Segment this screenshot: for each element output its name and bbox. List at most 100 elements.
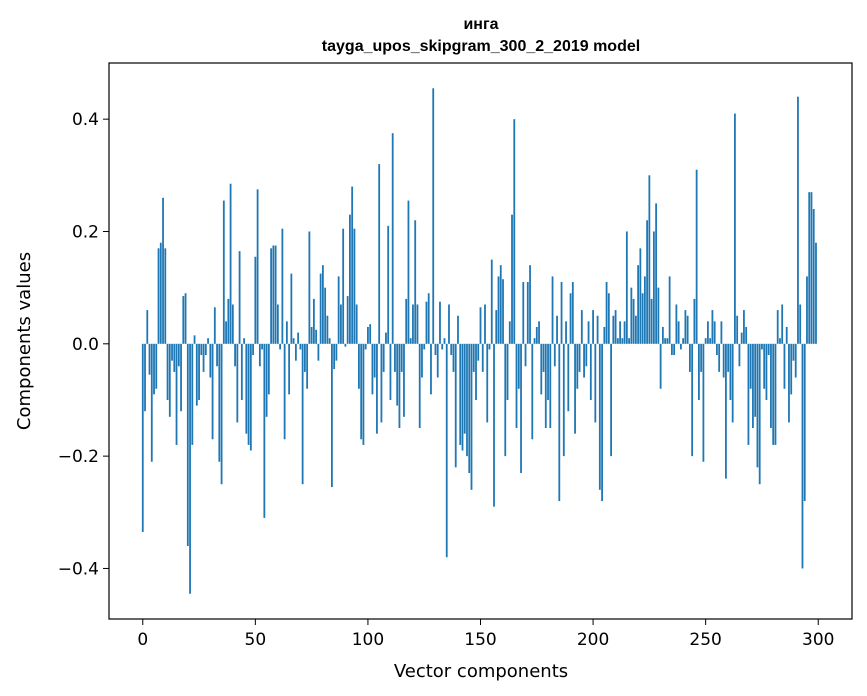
- bar-127: [427, 293, 430, 344]
- bar-154: [488, 343, 491, 350]
- bar-216: [628, 338, 630, 344]
- bar-246: [695, 169, 698, 344]
- bar-50: [254, 256, 257, 344]
- bar-113: [396, 343, 399, 406]
- bar-31: [211, 343, 214, 440]
- bar-227: [652, 231, 655, 344]
- bar-14: [173, 343, 176, 372]
- bar-112: [394, 343, 396, 372]
- bar-273: [756, 343, 759, 468]
- bar-70: [299, 343, 302, 350]
- bar-215: [625, 231, 628, 344]
- bar-83: [328, 338, 331, 344]
- bar-167: [517, 343, 520, 389]
- bar-79: [319, 273, 322, 344]
- bar-245: [693, 298, 696, 344]
- x-axis-label: Vector components: [394, 661, 568, 682]
- bar-185: [558, 343, 561, 502]
- bar-150: [479, 307, 482, 344]
- bar-58: [272, 245, 275, 344]
- bar-173: [531, 343, 534, 440]
- bar-206: [605, 282, 608, 344]
- bar-69: [297, 332, 300, 344]
- y-tick-label: 0.4: [72, 110, 99, 130]
- bar-170: [524, 343, 527, 367]
- bar-203: [598, 343, 601, 490]
- bar-208: [610, 343, 612, 457]
- bar-232: [664, 338, 667, 344]
- bar-108: [385, 332, 387, 344]
- bar-282: [776, 310, 779, 344]
- bar-184: [556, 315, 558, 344]
- bar-249: [702, 343, 705, 462]
- bar-87: [337, 276, 340, 344]
- bar-54: [263, 343, 266, 518]
- bar-202: [596, 315, 599, 344]
- bar-38: [227, 298, 230, 344]
- bar-159: [499, 265, 502, 344]
- bar-242: [686, 315, 689, 344]
- bar-266: [740, 332, 743, 344]
- bar-35: [220, 343, 223, 485]
- bar-244: [691, 343, 694, 457]
- bar-156: [493, 343, 495, 507]
- bar-278: [767, 343, 770, 356]
- bar-68: [294, 343, 297, 361]
- bar-51: [256, 189, 259, 344]
- bar-32: [213, 307, 216, 344]
- bar-229: [657, 287, 660, 344]
- bar-182: [551, 276, 554, 344]
- bar-217: [630, 287, 633, 344]
- plot-frame: [108, 62, 853, 620]
- bar-174: [533, 338, 536, 344]
- bar-280: [772, 343, 775, 445]
- bar-77: [315, 329, 318, 344]
- bar-243: [688, 343, 691, 372]
- bar-213: [621, 338, 624, 344]
- bar-117: [405, 298, 408, 344]
- bar-53: [261, 343, 263, 350]
- bar-179: [544, 343, 547, 429]
- bar-209: [612, 315, 615, 344]
- bar-0: [141, 343, 144, 532]
- x-tick-label: 250: [689, 630, 721, 650]
- bar-55: [265, 343, 268, 417]
- bar-119: [409, 338, 412, 344]
- bar-238: [677, 321, 680, 344]
- bar-62: [281, 228, 284, 344]
- bar-268: [745, 326, 748, 344]
- bar-60: [276, 304, 279, 344]
- bar-224: [646, 220, 649, 344]
- bar-39: [229, 183, 232, 344]
- bar-47: [247, 343, 250, 445]
- bar-144: [466, 343, 468, 457]
- x-tick-label: 150: [464, 630, 496, 650]
- bar-190: [569, 293, 572, 344]
- bar-95: [355, 304, 358, 344]
- bar-2: [146, 310, 149, 344]
- y-axis-ticks: −0.4 −0.2 0.0 0.2 0.4: [58, 110, 109, 579]
- bar-41: [234, 343, 236, 367]
- bar-155: [490, 259, 493, 344]
- bar-197: [585, 343, 588, 367]
- bar-126: [425, 301, 428, 344]
- bar-6: [155, 343, 158, 389]
- bar-165: [513, 119, 516, 344]
- bar-286: [785, 326, 788, 344]
- bar-207: [607, 293, 610, 344]
- bar-138: [452, 343, 455, 372]
- bar-274: [758, 343, 761, 485]
- bar-57: [270, 248, 273, 344]
- bar-231: [661, 326, 664, 344]
- bar-269: [747, 343, 750, 445]
- bar-52: [258, 343, 261, 367]
- bar-289: [792, 343, 795, 361]
- bar-136: [448, 304, 450, 344]
- bar-188: [565, 321, 567, 344]
- bar-124: [421, 343, 423, 378]
- x-axis-ticks: 0 50 100 150 200 250 300: [137, 619, 834, 650]
- bar-4: [150, 343, 153, 462]
- bar-218: [632, 298, 635, 344]
- bar-81: [324, 287, 327, 344]
